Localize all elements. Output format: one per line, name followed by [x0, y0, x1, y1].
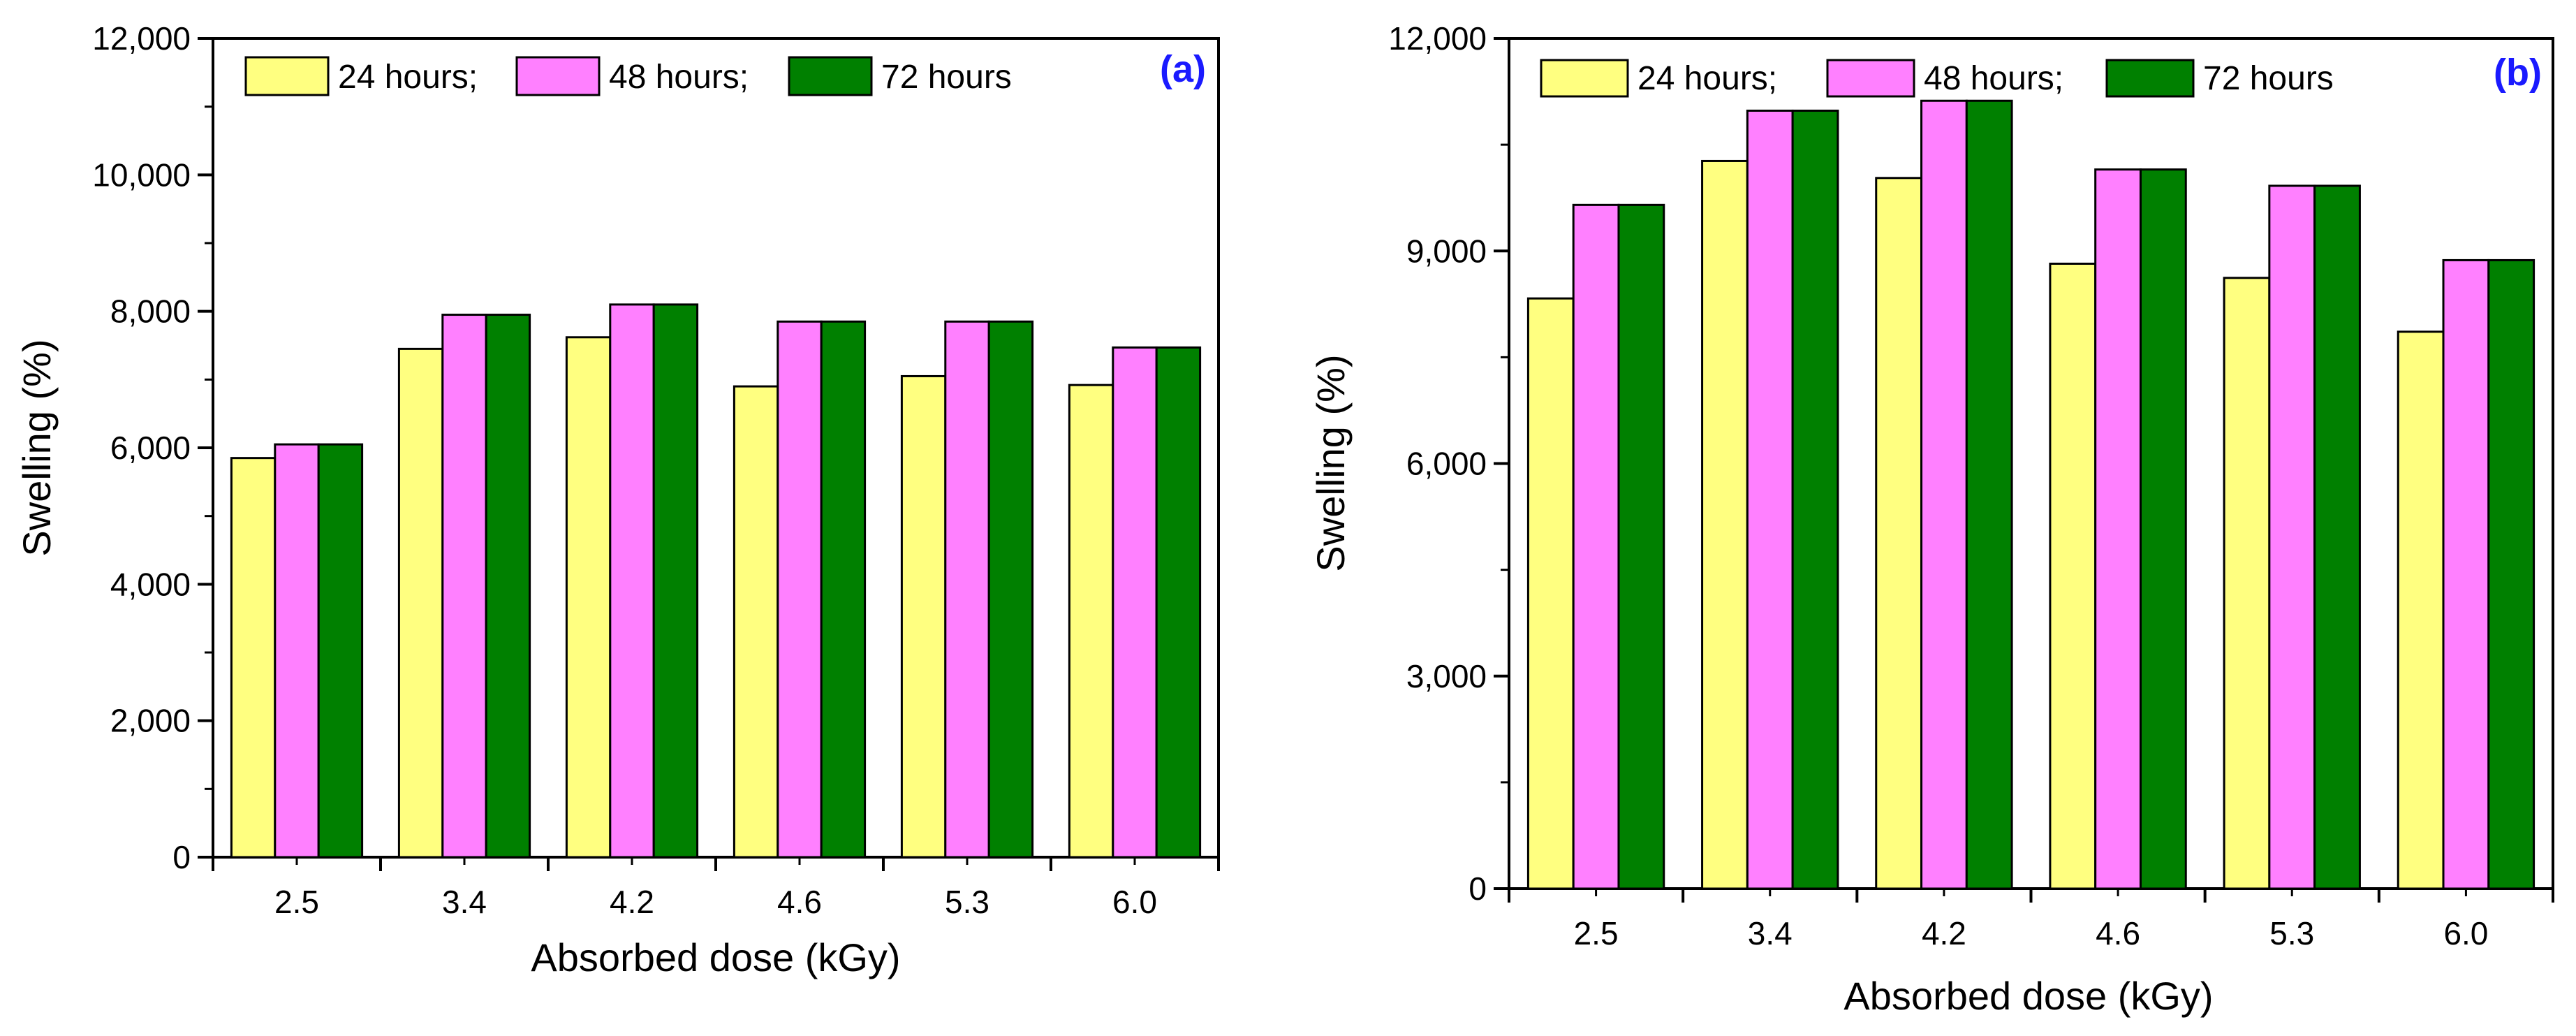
panel-a-y-ticks: 0 2,000 4,000 6,000 8,000 10,000 12,000: [92, 20, 213, 875]
bar: [2442, 258, 2490, 890]
legend-swatch: [515, 56, 601, 96]
bar: [441, 314, 487, 859]
legend-swatch: [1826, 59, 1915, 98]
panel-a-plot-frame: [212, 37, 1220, 859]
legend-label: 48 hours;: [1924, 60, 2063, 97]
y-tick-label: 12,000: [92, 20, 191, 57]
legend-label: 24 hours;: [1637, 60, 1777, 97]
legend-swatch: [1540, 59, 1629, 98]
bar: [2487, 258, 2535, 890]
y-tick-label: 2,000: [110, 703, 191, 739]
legend-label: 24 hours;: [338, 59, 478, 96]
bar: [1155, 346, 1202, 859]
panel-b-x-axis-title: Absorbed dose (kGy): [1843, 974, 2213, 1018]
bar: [565, 336, 612, 859]
panel-a-x-ticks: 2.5 3.4 4.2 4.6 5.3 6.0: [212, 857, 1220, 920]
x-tick-label: 6.0: [1112, 884, 1157, 920]
y-tick-label: 4,000: [110, 566, 191, 602]
bar: [777, 320, 823, 859]
bar: [1965, 99, 2013, 890]
x-tick-label: 3.4: [442, 884, 487, 920]
bar: [1920, 99, 1968, 890]
chart-panel-a: 0 2,000 4,000 6,000 8,000 10,000 12,000 2.5 3.4…: [15, 20, 1220, 979]
panel-b-legend: 24 hours; 48 hours; 72 hours: [1540, 59, 2334, 98]
x-tick-label: 3.4: [1748, 915, 1793, 951]
panel-b-y-axis-title: Swelling (%): [1309, 354, 1353, 571]
bar: [1112, 346, 1158, 859]
bar: [1617, 203, 1665, 890]
bar: [317, 443, 364, 859]
legend-swatch: [2105, 59, 2195, 98]
x-tick-label: 4.6: [2096, 915, 2140, 951]
x-tick-label: 2.5: [1574, 915, 1619, 951]
bar: [1701, 159, 1749, 890]
legend-swatch: [244, 56, 330, 96]
bar: [900, 374, 947, 859]
panel-a-label: (a): [1160, 48, 1206, 90]
bar: [1791, 109, 1839, 890]
bar: [652, 303, 699, 859]
bar: [609, 303, 655, 859]
y-tick-label: 10,000: [92, 156, 191, 193]
x-tick-label: 4.2: [610, 884, 654, 920]
bar: [1746, 109, 1794, 890]
y-tick-label: 0: [1469, 870, 1487, 907]
x-tick-label: 4.6: [777, 884, 822, 920]
x-tick-label: 2.5: [274, 884, 319, 920]
bar: [987, 320, 1034, 859]
bar: [2139, 168, 2187, 890]
bar: [1526, 297, 1575, 890]
bar: [274, 443, 320, 859]
legend-label: 72 hours: [2203, 60, 2334, 97]
panel-b-x-ticks: 2.5 3.4 4.2 4.6 5.3 6.0: [1508, 889, 2554, 951]
bar: [1068, 384, 1114, 859]
bar: [2313, 184, 2361, 890]
y-tick-label: 6,000: [1406, 446, 1487, 482]
x-tick-label: 5.3: [2269, 915, 2314, 951]
y-tick-label: 8,000: [110, 293, 191, 330]
bar: [2397, 330, 2445, 890]
x-tick-label: 6.0: [2443, 915, 2488, 951]
bar: [2268, 184, 2316, 890]
y-tick-label: 3,000: [1406, 658, 1487, 694]
x-tick-label: 5.3: [945, 884, 989, 920]
bar: [1572, 203, 1620, 890]
y-tick-label: 0: [172, 839, 191, 875]
panel-a-x-axis-title: Absorbed dose (kGy): [531, 935, 900, 979]
bar: [1875, 177, 1923, 890]
bar: [733, 385, 779, 859]
panel-b-label: (b): [2494, 52, 2542, 94]
panel-b-y-ticks: 0 3,000 6,000 9,000 12,000: [1388, 20, 1509, 907]
legend-label: 72 hours: [881, 59, 1012, 96]
bar: [2223, 277, 2271, 890]
x-tick-label: 4.2: [1922, 915, 1966, 951]
bar: [820, 320, 867, 859]
panel-b-plot-frame: [1508, 37, 2554, 890]
bar: [944, 320, 990, 859]
y-tick-label: 9,000: [1406, 233, 1487, 269]
y-tick-label: 12,000: [1388, 20, 1487, 57]
bar: [230, 457, 277, 859]
panel-a-bars: [230, 303, 1202, 859]
bar: [485, 314, 531, 859]
legend-swatch: [788, 56, 873, 96]
legend-label: 48 hours;: [609, 59, 749, 96]
panel-b-bars: [1526, 99, 2535, 890]
bar: [2094, 168, 2142, 890]
panel-a-legend: 24 hours; 48 hours; 72 hours: [244, 56, 1012, 96]
bar: [397, 347, 444, 859]
panel-a-y-axis-title: Swelling (%): [15, 339, 59, 556]
y-tick-label: 6,000: [110, 430, 191, 466]
chart-panel-b: 0 3,000 6,000 9,000 12,000 2.5 3.4 4.2 4.6 5.3 6.…: [1309, 20, 2554, 1018]
bar: [2049, 263, 2097, 890]
